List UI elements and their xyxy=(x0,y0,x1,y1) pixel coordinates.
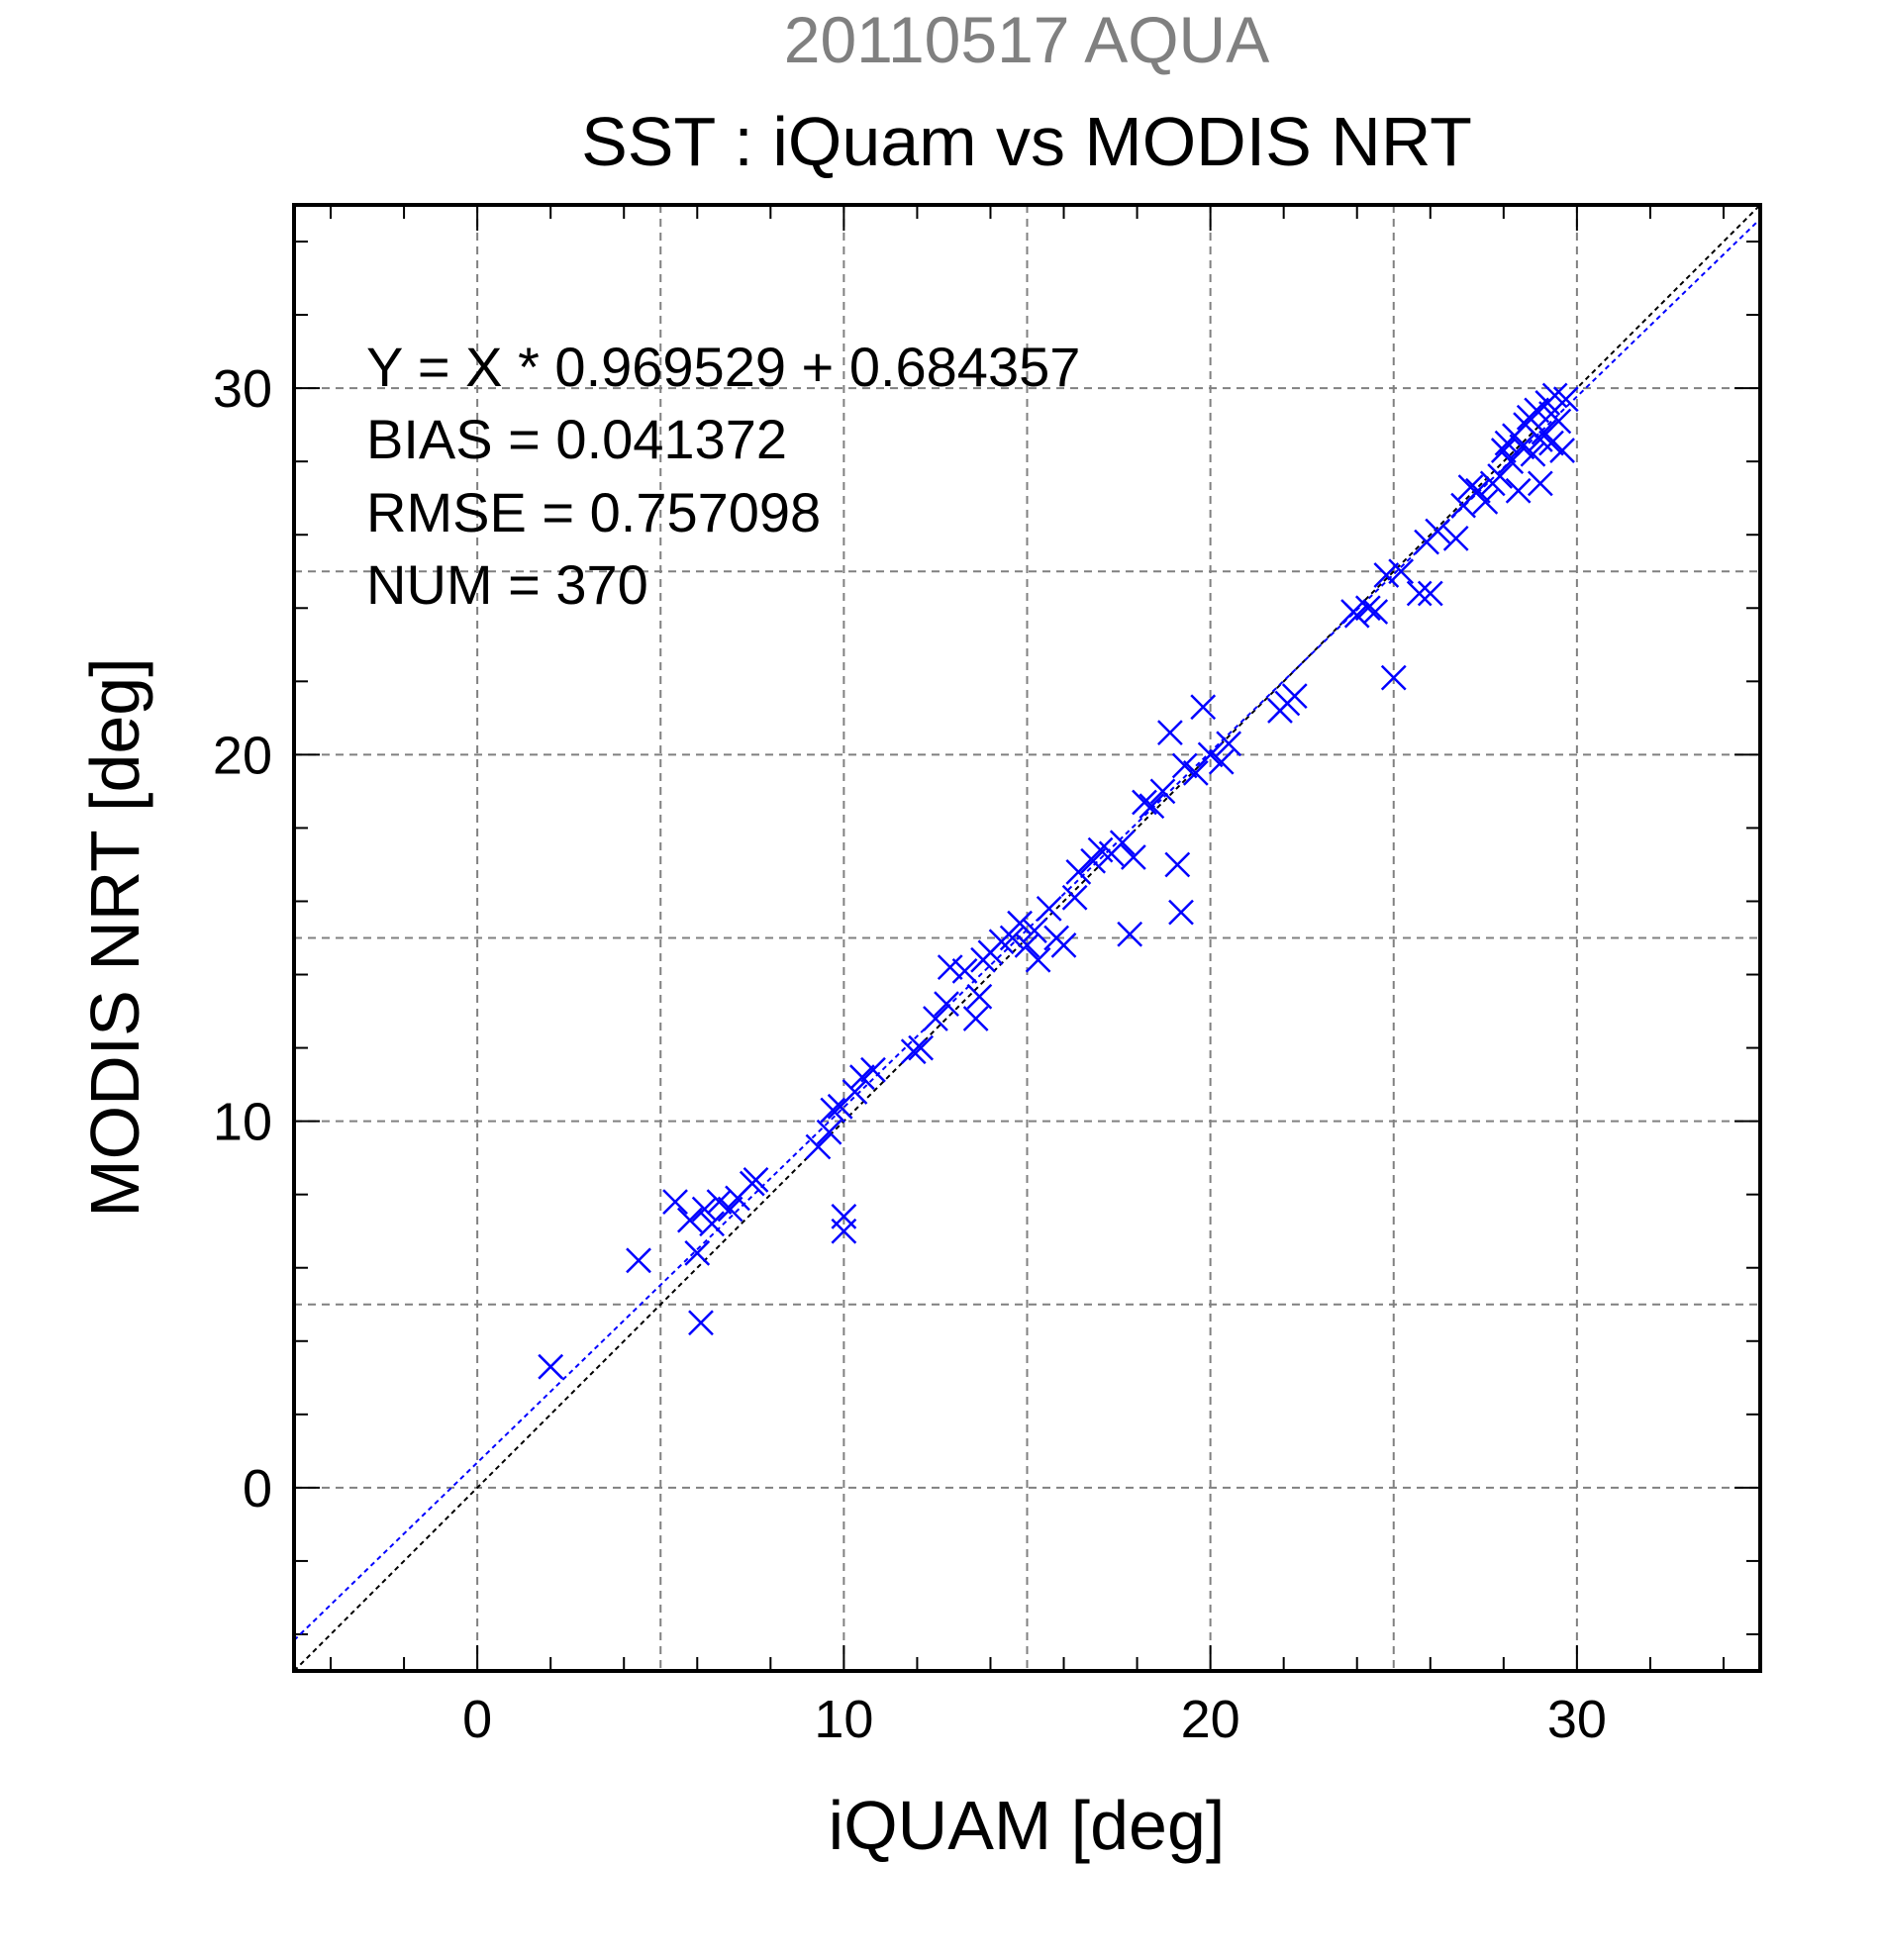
data-point xyxy=(1182,760,1209,786)
data-point xyxy=(962,1006,989,1031)
data-point xyxy=(1190,694,1217,721)
data-point xyxy=(1164,851,1191,878)
x-tick-label: 20 xyxy=(1181,1690,1240,1749)
tick-labels: 0 0 10 10 20 20 30 30 xyxy=(213,359,1607,1749)
data-point xyxy=(1138,793,1165,820)
y-tick-label: 30 xyxy=(213,359,272,419)
x-axis-label: iQUAM [deg] xyxy=(829,1787,1226,1864)
x-tick-label: 10 xyxy=(814,1690,873,1749)
x-tick-label: 30 xyxy=(1547,1690,1607,1749)
data-point xyxy=(900,1038,927,1065)
data-point xyxy=(1373,562,1400,588)
data-point xyxy=(923,1006,948,1031)
data-point xyxy=(1036,895,1062,922)
y-tick-label: 0 xyxy=(243,1459,272,1519)
data-point xyxy=(1354,595,1381,622)
data-point xyxy=(1465,477,1491,504)
stats-box: Y = X * 0.969529 + 0.684357 BIAS = 0.041… xyxy=(366,336,1080,616)
y-tick-label: 20 xyxy=(213,726,272,785)
data-point xyxy=(1549,438,1575,463)
data-point xyxy=(1168,899,1194,926)
data-point xyxy=(908,1034,935,1061)
data-point xyxy=(1527,470,1553,497)
data-points xyxy=(538,382,1579,1380)
data-point xyxy=(816,1119,842,1145)
x-tick-label: 0 xyxy=(462,1690,492,1749)
data-point xyxy=(1025,946,1051,973)
data-point xyxy=(1494,430,1521,456)
data-point xyxy=(805,1133,832,1160)
data-point xyxy=(999,925,1026,951)
data-point xyxy=(831,1204,857,1229)
data-point xyxy=(688,1310,714,1336)
data-point xyxy=(1117,921,1143,947)
data-point xyxy=(1022,918,1047,943)
data-point xyxy=(1149,778,1176,805)
data-point xyxy=(1505,477,1532,504)
bias-text: BIAS = 0.041372 xyxy=(366,408,787,470)
data-point xyxy=(1080,847,1107,874)
data-point xyxy=(1388,558,1415,585)
chart-subtitle: 20110517 AQUA xyxy=(784,3,1270,76)
y-tick-label: 10 xyxy=(213,1093,272,1152)
data-point xyxy=(860,1056,886,1083)
data-point xyxy=(1216,731,1242,757)
axis-ticks xyxy=(294,205,1760,1671)
data-point xyxy=(951,957,978,984)
num-text: NUM = 370 xyxy=(366,553,648,616)
data-point xyxy=(1417,580,1443,607)
data-point xyxy=(1132,789,1157,816)
data-point xyxy=(691,1196,718,1223)
data-point xyxy=(1406,580,1433,607)
data-point xyxy=(1538,401,1564,427)
data-point xyxy=(1171,752,1198,779)
data-point xyxy=(1208,748,1235,775)
data-point xyxy=(937,954,963,981)
plot-frame xyxy=(292,203,1762,1673)
data-point xyxy=(849,1064,875,1091)
grid-lines xyxy=(294,205,1760,1671)
data-point xyxy=(1362,599,1389,625)
data-point xyxy=(1281,683,1308,710)
data-point xyxy=(1487,463,1514,489)
data-point xyxy=(538,1353,564,1380)
data-point xyxy=(662,1189,688,1215)
data-point xyxy=(820,1097,846,1124)
data-point xyxy=(842,1079,868,1105)
fit-equation: Y = X * 0.969529 + 0.684357 xyxy=(366,336,1080,398)
data-point xyxy=(626,1247,651,1274)
data-point xyxy=(1509,434,1535,460)
data-point xyxy=(1109,830,1136,856)
data-point xyxy=(1527,427,1553,452)
fit-line xyxy=(293,218,1761,1641)
data-point xyxy=(684,1240,711,1266)
chart-title: SST : iQuam vs MODIS NRT xyxy=(581,103,1472,180)
data-point xyxy=(1472,489,1499,515)
data-point xyxy=(1120,844,1146,870)
data-point xyxy=(1157,720,1183,746)
data-point xyxy=(1065,858,1092,885)
data-point xyxy=(1442,526,1469,551)
y-axis-label: MODIS NRT [deg] xyxy=(76,657,153,1217)
data-point xyxy=(1380,664,1407,691)
data-point xyxy=(1050,932,1077,958)
data-point xyxy=(1516,404,1542,431)
data-point xyxy=(966,983,993,1010)
data-point xyxy=(699,1211,725,1237)
data-point xyxy=(676,1207,703,1233)
data-point xyxy=(1425,518,1451,544)
data-point xyxy=(934,991,959,1018)
data-point xyxy=(1061,884,1088,911)
data-point xyxy=(1520,441,1546,467)
data-point xyxy=(717,1196,743,1223)
data-point xyxy=(1014,932,1040,958)
data-point xyxy=(1007,910,1033,936)
data-point xyxy=(1197,741,1224,768)
rmse-text: RMSE = 0.757098 xyxy=(366,481,821,543)
data-point xyxy=(742,1166,769,1193)
